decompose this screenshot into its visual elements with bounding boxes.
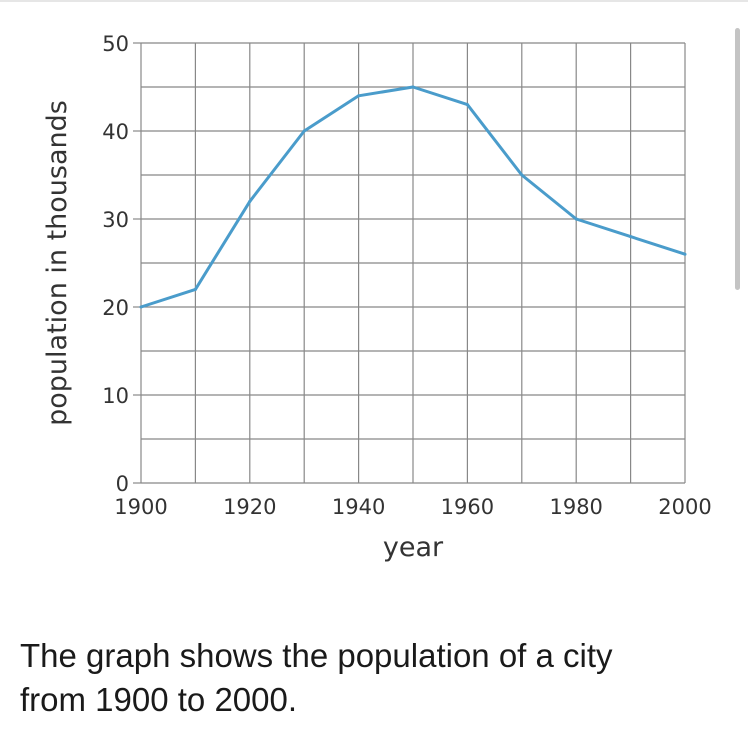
tick-labels: 0 10 20 30 40 50 1900 1920 1940 1960 1980 2000 — [102, 32, 711, 519]
data-point — [193, 287, 197, 291]
x-tick-label: 1960 — [441, 495, 494, 519]
x-tick-label: 1920 — [223, 495, 276, 519]
data-point — [357, 94, 361, 98]
caption-line-1: The graph shows the population of a city — [20, 637, 613, 674]
data-point — [574, 217, 578, 221]
population-line-chart: 0 10 20 30 40 50 1900 1920 1940 1960 1980 2000 year… — [42, 32, 712, 563]
y-tick-label: 40 — [102, 120, 129, 144]
data-point — [302, 129, 306, 133]
data-point — [683, 252, 687, 256]
top-border — [0, 0, 748, 2]
y-tick-label: 30 — [102, 208, 129, 232]
y-tick-label: 0 — [116, 472, 129, 496]
x-tick-label: 1900 — [114, 495, 167, 519]
data-point — [139, 305, 143, 309]
x-tick-label: 1940 — [332, 495, 385, 519]
data-point — [520, 173, 524, 177]
x-axis-label: year — [383, 532, 444, 563]
data-point — [248, 199, 252, 203]
caption-line-2: from 1900 to 2000. — [20, 681, 298, 718]
caption: The graph shows the population of a city… — [20, 634, 720, 722]
y-tick-label: 20 — [102, 296, 129, 320]
grid — [133, 42, 686, 484]
x-tick-label: 1980 — [549, 495, 602, 519]
data-point — [629, 235, 633, 239]
data-point — [465, 103, 469, 107]
y-tick-label: 10 — [102, 384, 129, 408]
x-tick-label: 2000 — [658, 495, 711, 519]
scrollbar-thumb[interactable] — [735, 28, 740, 290]
series-layer — [139, 85, 687, 309]
y-axis-label: population in thousands — [42, 100, 73, 426]
y-tick-label: 50 — [102, 32, 129, 56]
data-point — [411, 85, 415, 89]
